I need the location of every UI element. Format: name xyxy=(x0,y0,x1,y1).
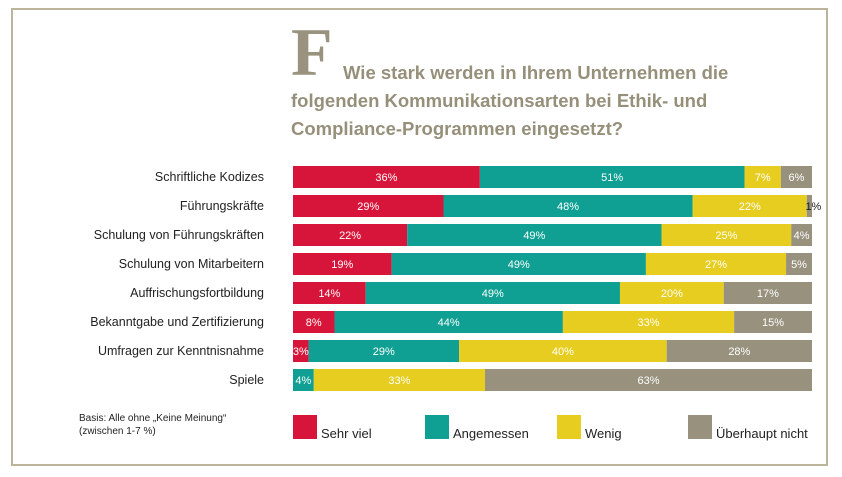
bar-segment-wenig-fuehrungskraefte xyxy=(692,195,807,217)
data-label-wenig-schulung-von-fuehrungskraeften: 25% xyxy=(715,230,737,242)
bar-segment-angemessen-schriftliche-kodizes xyxy=(479,166,745,188)
legend-label-sehr-viel: Sehr viel xyxy=(321,426,372,441)
bar-segment-ueberhaupt-nicht-bekanntgabe-und-zertifizierung xyxy=(734,311,812,333)
bar-segment-wenig-spiele xyxy=(313,369,486,391)
category-label-fuehrungskraefte: Führungskräfte xyxy=(180,199,264,213)
category-label-spiele: Spiele xyxy=(229,373,264,387)
bar-segment-angemessen-spiele xyxy=(293,369,314,391)
data-label-sehr-viel-schulung-von-mitarbeitern: 19% xyxy=(331,259,353,271)
bar-segment-wenig-schulung-von-fuehrungskraeften xyxy=(661,224,792,246)
basis-line-1: Basis: Alle ohne „Keine Meinung“ xyxy=(79,413,227,424)
bar-segment-sehr-viel-auffrischungsfortbildung xyxy=(293,282,366,304)
bar-segment-ueberhaupt-nicht-umfragen-zur-kenntnisnahme xyxy=(666,340,812,362)
bar-segment-angemessen-umfragen-zur-kenntnisnahme xyxy=(308,340,460,362)
category-label-schulung-von-fuehrungskraeften: Schulung von Führungskräften xyxy=(94,228,264,242)
basis-line-2: (zwischen 1-7 %) xyxy=(79,426,156,437)
bar-segment-sehr-viel-schulung-von-fuehrungskraeften xyxy=(293,224,408,246)
data-label-wenig-schriftliche-kodizes: 7% xyxy=(755,172,771,184)
category-label-bekanntgabe-und-zertifizierung: Bekanntgabe und Zertifizierung xyxy=(90,315,264,329)
data-label-angemessen-fuehrungskraefte: 48% xyxy=(557,201,579,213)
bar-segment-angemessen-schulung-von-fuehrungskraeften xyxy=(407,224,662,246)
data-label-angemessen-umfragen-zur-kenntnisnahme: 29% xyxy=(373,346,395,358)
bar-segment-sehr-viel-fuehrungskraefte xyxy=(293,195,444,217)
bar-segment-sehr-viel-umfragen-zur-kenntnisnahme xyxy=(293,340,309,362)
data-label-ueberhaupt-nicht-spiele: 63% xyxy=(637,375,659,387)
bar-segment-angemessen-schulung-von-mitarbeitern xyxy=(391,253,646,275)
chart-title: Wie stark werden in Ihrem Unternehmen di… xyxy=(291,59,811,143)
data-label-sehr-viel-auffrischungsfortbildung: 14% xyxy=(318,288,340,300)
basis-note: Basis: Alle ohne „Keine Meinung“ (zwisch… xyxy=(79,412,226,438)
bar-segment-ueberhaupt-nicht-spiele xyxy=(485,369,812,391)
bar-segment-ueberhaupt-nicht-fuehrungskraefte xyxy=(806,195,812,217)
chapter-letter: F xyxy=(291,14,333,90)
bar-segment-wenig-schriftliche-kodizes xyxy=(744,166,781,188)
bar-segment-angemessen-bekanntgabe-und-zertifizierung xyxy=(334,311,563,333)
data-label-angemessen-auffrischungsfortbildung: 49% xyxy=(482,288,504,300)
bar-segment-sehr-viel-schulung-von-mitarbeitern xyxy=(293,253,392,275)
data-label-wenig-spiele: 33% xyxy=(388,375,410,387)
data-label-ueberhaupt-nicht-auffrischungsfortbildung: 17% xyxy=(757,288,779,300)
data-label-sehr-viel-bekanntgabe-und-zertifizierung: 8% xyxy=(306,317,322,329)
bar-segment-ueberhaupt-nicht-schulung-von-mitarbeitern xyxy=(786,253,812,275)
data-label-ueberhaupt-nicht-umfragen-zur-kenntnisnahme: 28% xyxy=(728,346,750,358)
legend-swatch-ueberhaupt-nicht xyxy=(688,415,712,439)
data-label-wenig-bekanntgabe-und-zertifizierung: 33% xyxy=(637,317,659,329)
chart-frame xyxy=(11,8,828,466)
bar-segment-ueberhaupt-nicht-auffrischungsfortbildung xyxy=(723,282,812,304)
bar-segment-sehr-viel-schriftliche-kodizes xyxy=(293,166,480,188)
bar-segment-wenig-auffrischungsfortbildung xyxy=(619,282,724,304)
title-line-1: Wie stark werden in Ihrem Unternehmen di… xyxy=(343,62,729,83)
legend-label-wenig: Wenig xyxy=(585,426,622,441)
data-label-ueberhaupt-nicht-schulung-von-mitarbeitern: 5% xyxy=(791,259,807,271)
data-label-ueberhaupt-nicht-fuehrungskraefte: 1% xyxy=(805,201,821,213)
data-label-angemessen-schulung-von-fuehrungskraeften: 49% xyxy=(523,230,545,242)
data-label-angemessen-spiele: 4% xyxy=(295,375,311,387)
bar-segment-ueberhaupt-nicht-schulung-von-fuehrungskraeften xyxy=(791,224,812,246)
bar-segment-wenig-bekanntgabe-und-zertifizierung xyxy=(562,311,735,333)
bar-segment-wenig-schulung-von-mitarbeitern xyxy=(645,253,787,275)
data-label-sehr-viel-schriftliche-kodizes: 36% xyxy=(375,172,397,184)
title-line-2: folgenden Kommunikationsarten bei Ethik-… xyxy=(291,90,708,111)
data-label-sehr-viel-umfragen-zur-kenntnisnahme: 3% xyxy=(293,346,309,358)
title-line-3: Compliance-Programmen eingesetzt? xyxy=(291,118,624,139)
bar-segment-angemessen-fuehrungskraefte xyxy=(443,195,693,217)
data-label-angemessen-schulung-von-mitarbeitern: 49% xyxy=(508,259,530,271)
data-label-sehr-viel-schulung-von-fuehrungskraeften: 22% xyxy=(339,230,361,242)
category-label-schulung-von-mitarbeitern: Schulung von Mitarbeitern xyxy=(119,257,264,271)
category-label-umfragen-zur-kenntnisnahme: Umfragen zur Kenntnisnahme xyxy=(98,344,264,358)
bar-segment-sehr-viel-bekanntgabe-und-zertifizierung xyxy=(293,311,335,333)
data-label-ueberhaupt-nicht-schriftliche-kodizes: 6% xyxy=(788,172,804,184)
category-label-auffrischungsfortbildung: Auffrischungsfortbildung xyxy=(130,286,264,300)
data-label-wenig-umfragen-zur-kenntnisnahme: 40% xyxy=(552,346,574,358)
legend-swatch-angemessen xyxy=(425,415,449,439)
data-label-wenig-schulung-von-mitarbeitern: 27% xyxy=(705,259,727,271)
data-label-wenig-auffrischungsfortbildung: 20% xyxy=(661,288,683,300)
legend-label-angemessen: Angemessen xyxy=(453,426,529,441)
category-label-schriftliche-kodizes: Schriftliche Kodizes xyxy=(155,170,264,184)
legend-swatch-sehr-viel xyxy=(293,415,317,439)
data-label-wenig-fuehrungskraefte: 22% xyxy=(739,201,761,213)
data-label-angemessen-bekanntgabe-und-zertifizierung: 44% xyxy=(438,317,460,329)
data-label-ueberhaupt-nicht-bekanntgabe-und-zertifizierung: 15% xyxy=(762,317,784,329)
legend-swatch-wenig xyxy=(557,415,581,439)
data-label-angemessen-schriftliche-kodizes: 51% xyxy=(601,172,623,184)
legend-label-ueberhaupt-nicht: Überhaupt nicht xyxy=(716,426,808,441)
data-label-sehr-viel-fuehrungskraefte: 29% xyxy=(357,201,379,213)
bar-segment-angemessen-auffrischungsfortbildung xyxy=(365,282,620,304)
bar-segment-wenig-umfragen-zur-kenntnisnahme xyxy=(459,340,667,362)
bar-segment-ueberhaupt-nicht-schriftliche-kodizes xyxy=(780,166,812,188)
data-label-ueberhaupt-nicht-schulung-von-fuehrungskraeften: 4% xyxy=(794,230,810,242)
